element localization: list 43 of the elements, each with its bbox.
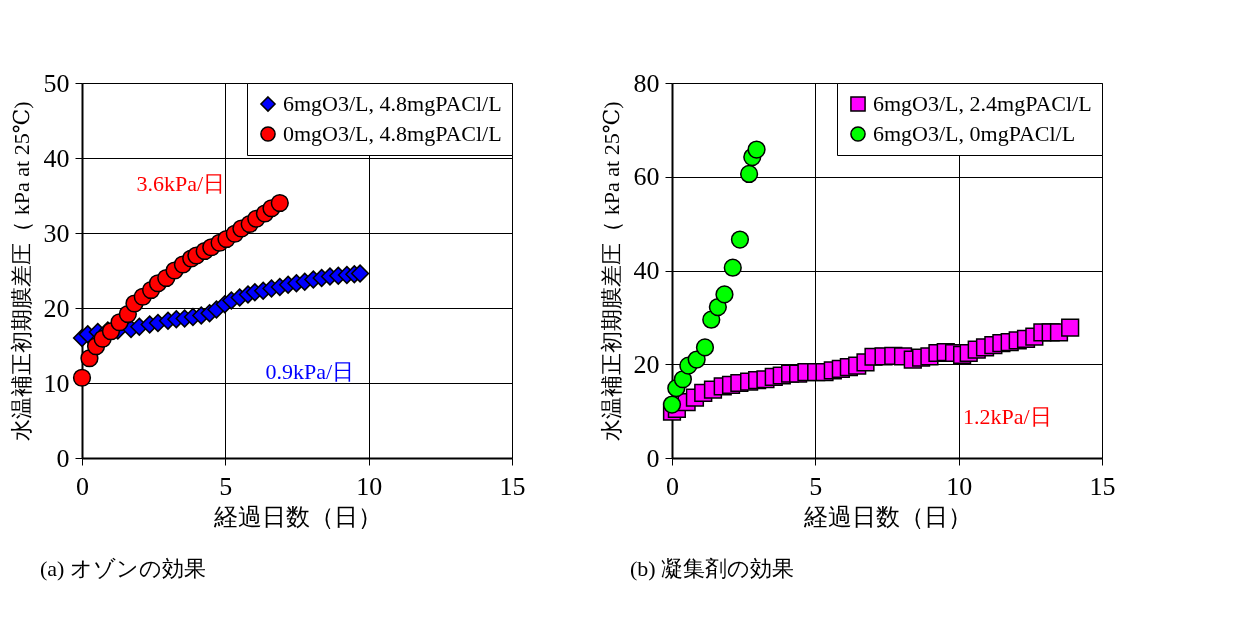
legend-label: 6mgO3/L, 0mgPACl/L bbox=[873, 121, 1076, 146]
text: (b) 凝集剤の効果 bbox=[630, 556, 795, 581]
x-tick-label: 5 bbox=[219, 471, 233, 501]
x-tick-label: 15 bbox=[499, 471, 526, 501]
y-tick-label: 20 bbox=[633, 349, 660, 379]
y-tick-label: 0 bbox=[56, 443, 70, 473]
legend-label: 6mgO3/L, 2.4mgPACl/L bbox=[873, 91, 1092, 116]
y-axis-title: 水温補正初期膜差圧（ kPa at 25℃) bbox=[598, 101, 624, 441]
annotation: 0.9kPa/日 bbox=[265, 358, 355, 384]
point bbox=[730, 230, 750, 249]
point bbox=[740, 164, 759, 184]
point bbox=[72, 368, 92, 387]
legend-label: 6mgO3/L, 4.8mgPACl/L bbox=[283, 91, 502, 116]
point bbox=[270, 193, 289, 213]
point bbox=[723, 258, 742, 277]
annotation: 1.2kPa/日 bbox=[963, 403, 1052, 429]
point bbox=[350, 264, 370, 283]
x-tick-label: 10 bbox=[946, 471, 973, 501]
annotation: 3.6kPa/日 bbox=[136, 171, 226, 197]
legend-label: 0mgO3/L, 4.8mgPACl/L bbox=[283, 121, 502, 146]
point bbox=[747, 140, 766, 159]
point bbox=[662, 395, 682, 414]
point bbox=[715, 285, 734, 304]
x-tick-label: 0 bbox=[76, 471, 89, 501]
y-tick-label: 0 bbox=[646, 443, 660, 473]
y-tick-label: 40 bbox=[43, 143, 70, 173]
x-tick-label: 10 bbox=[356, 471, 383, 501]
y-axis-title: 水温補正初期膜差圧（ kPa at 25℃) bbox=[8, 101, 34, 441]
point bbox=[695, 338, 715, 357]
y-tick-label: 10 bbox=[43, 368, 70, 398]
y-tick-label: 50 bbox=[43, 68, 70, 98]
x-axis-title: 経過日数（日） bbox=[802, 503, 972, 530]
text: (a) オゾンの効果 bbox=[40, 556, 206, 581]
point bbox=[1061, 318, 1080, 337]
x-tick-label: 15 bbox=[1089, 471, 1116, 501]
x-axis-title: 経過日数（日） bbox=[212, 503, 382, 530]
y-tick-label: 60 bbox=[633, 162, 660, 192]
y-tick-label: 20 bbox=[43, 293, 70, 323]
x-tick-label: 0 bbox=[666, 471, 679, 501]
y-tick-label: 40 bbox=[633, 256, 660, 285]
y-tick-label: 30 bbox=[43, 218, 70, 248]
x-tick-label: 5 bbox=[809, 471, 823, 501]
y-tick-label: 80 bbox=[633, 68, 660, 98]
